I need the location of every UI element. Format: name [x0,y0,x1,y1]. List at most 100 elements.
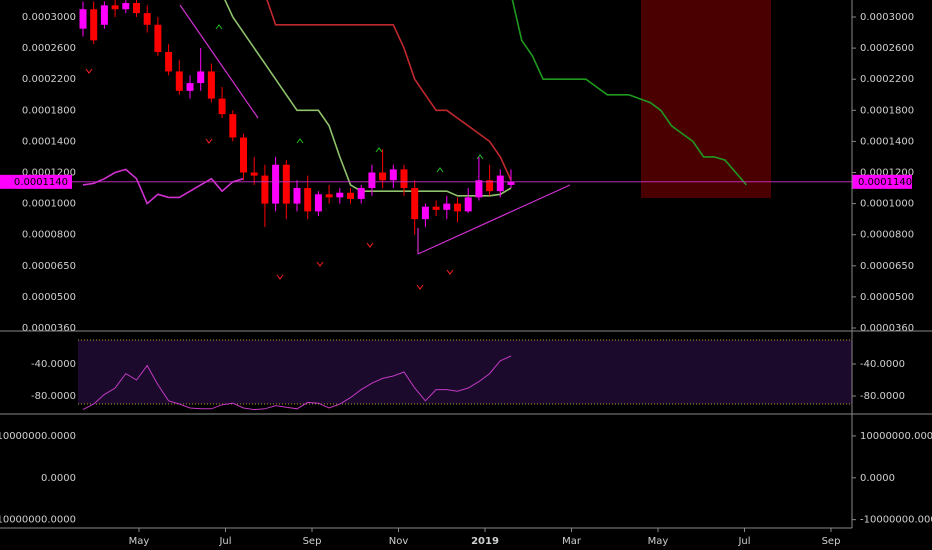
y-tick-label: 0.0000800 [22,230,76,241]
candle-body [379,172,387,181]
candle-body [464,197,472,212]
candle-body [400,169,408,189]
x-tick-label: May [648,536,669,547]
y-tick-label: 0.0002600 [22,43,76,54]
last-price-label: 0.0001140 [14,177,68,188]
trend-line [179,4,259,119]
candle-body [304,188,312,212]
y-tick-label: 0.0000360 [860,323,914,334]
y-tick-label: 0.0002200 [860,74,914,85]
candle-body [389,169,397,181]
y-tick-label: 0.0001000 [22,199,76,210]
y-tick-label: 0.0000800 [860,230,914,241]
x-tick-label: Jul [737,536,750,547]
y-tick-label: 0.0000500 [860,292,914,303]
pane-2: 10000000.0000 10000000.0000 0.0000 0.0000 -1… [0,431,932,526]
candle-body [175,71,183,91]
y-tick-label: 0.0002600 [860,43,914,54]
y-tick-label: -80.0000 [860,391,905,402]
y-tick-label: 0.0003000 [22,12,76,23]
y-tick-label: 10000000.0000 [0,431,76,442]
candle-body [197,71,205,84]
candle-body [325,194,333,198]
price-pane [79,0,748,235]
y-tick-label: 0.0001800 [22,105,76,116]
y-tick-label: -10000000.0000 [860,515,932,526]
candle-body [218,98,226,115]
candle-body [272,164,280,204]
y-tick-label: -40.0000 [31,359,76,370]
x-tick-label: May [129,536,150,547]
candle-body [186,83,194,91]
last-price-tag [0,174,72,189]
candle-body [111,5,119,10]
candle-body [122,3,130,10]
candle-body [314,194,322,212]
x-tick-label: Nov [389,536,409,547]
candle-body [347,192,354,199]
y-tick-label: 0.0000650 [860,261,914,272]
indicator-line [511,0,748,186]
y-tick-label: 0.0000500 [22,292,76,303]
y-tick-label: 0.0003000 [860,12,914,23]
y-tick-label: 0.0001000 [860,199,914,210]
candle-body [261,175,269,204]
candle-body [143,13,151,25]
last-price-label: 0.0001140 [858,177,912,188]
indicator-line [82,168,244,205]
candle-body [240,137,247,173]
candle-body [421,206,429,220]
candle-body [357,188,365,199]
candle-body [496,175,504,192]
candle-body [432,206,440,210]
y-tick-label: 0.0001200 [860,168,914,179]
candle-body [100,5,108,25]
candle-body [411,188,419,220]
oscillator-line [82,355,512,411]
x-tick-label: 2019 [471,536,499,547]
candle-body [207,71,215,99]
y-tick-label: -80.0000 [31,391,76,402]
pane-1: -40.0000 -40.0000 -80.0000 -80.0000 [31,339,905,411]
candle-body [165,51,173,72]
candle-body [475,180,483,198]
y-tick-label: 0.0000360 [22,323,76,334]
trend-line [417,184,571,255]
y-tick-label: 0.0000 [41,473,76,484]
candle-body [486,180,494,192]
candle-body [336,192,344,198]
last-price-tag [852,174,912,189]
x-tick-label: Jul [218,536,231,547]
candle-body [250,172,258,176]
x-tick-label: Mar [562,536,582,547]
y-tick-label: 0.0000650 [22,261,76,272]
candle-body [443,203,451,210]
y-tick-label: 0.0001200 [22,168,76,179]
candle-body [368,172,376,189]
x-tick-label: Sep [303,536,322,547]
candle-body [154,24,162,52]
y-tick-label: 10000000.0000 [860,431,932,442]
indicator-line [266,0,512,181]
candle-body [229,114,237,138]
signals [85,24,484,290]
candle-body [293,188,301,204]
candle-body [454,203,461,212]
y-tick-label: 0.0001800 [860,105,914,116]
candle-body [282,164,290,204]
y-tick-label: 0.0001400 [22,136,76,147]
band-fill [78,340,852,404]
y-tick-label: -10000000.0000 [0,515,76,526]
y-tick-label: -40.0000 [860,359,905,370]
candle-body [90,9,98,41]
candle-body [133,3,140,14]
indicator-line [224,0,512,197]
candle-body [79,9,87,29]
y-tick-label: 0.0001400 [860,136,914,147]
x-tick-label: Sep [822,536,841,547]
y-tick-label: 0.0000 [860,473,895,484]
candle-body [507,181,515,185]
shaded-zone [641,0,771,198]
